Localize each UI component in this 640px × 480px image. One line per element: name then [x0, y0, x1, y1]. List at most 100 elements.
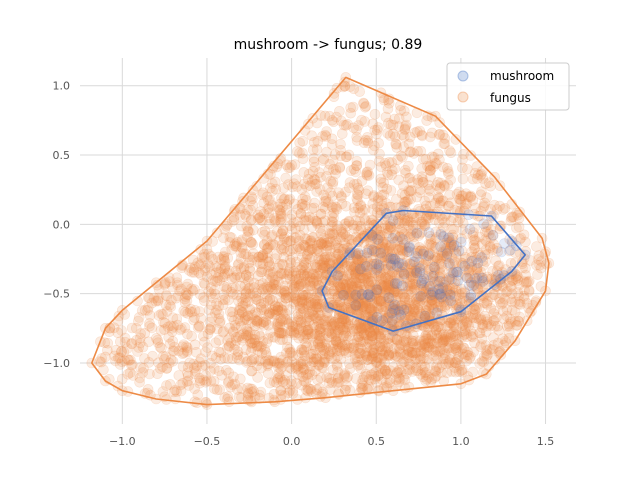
data-point [405, 216, 416, 228]
fungus-points [86, 72, 555, 410]
data-point [383, 298, 395, 309]
data-point [337, 270, 349, 282]
data-point [376, 363, 388, 375]
data-point [390, 138, 402, 150]
data-point [237, 243, 248, 254]
data-point [421, 333, 432, 345]
data-point [391, 368, 402, 379]
data-point [337, 287, 349, 299]
data-point [442, 342, 454, 354]
data-point [267, 272, 278, 283]
data-point [279, 286, 291, 297]
data-point [178, 347, 190, 359]
data-point [418, 286, 430, 298]
data-point [286, 209, 298, 220]
data-point [277, 308, 289, 319]
data-point [383, 312, 395, 324]
data-point [433, 217, 445, 228]
data-point [348, 343, 359, 355]
data-point [355, 363, 367, 375]
data-point [319, 353, 331, 364]
data-point [315, 318, 327, 330]
data-point [334, 266, 346, 278]
data-point [375, 295, 387, 307]
data-point [102, 337, 114, 349]
data-point [313, 268, 324, 279]
data-point [288, 298, 300, 310]
data-point [298, 375, 310, 387]
data-point [303, 267, 314, 279]
data-point [332, 373, 344, 385]
data-point [298, 280, 309, 292]
data-point [298, 257, 310, 268]
data-point [448, 240, 460, 251]
data-point [290, 232, 302, 243]
data-point [469, 243, 480, 254]
data-point [338, 313, 350, 325]
data-point [341, 220, 353, 232]
data-point [218, 325, 229, 337]
data-point [468, 346, 479, 358]
data-point [383, 288, 394, 300]
data-point [401, 330, 413, 342]
data-point [439, 347, 450, 359]
data-point [301, 356, 313, 367]
data-point [214, 275, 226, 286]
data-point [274, 324, 285, 336]
data-point [380, 296, 391, 308]
data-point [370, 229, 382, 240]
data-point [369, 341, 380, 353]
data-point [338, 313, 349, 325]
data-point [448, 314, 460, 326]
data-point [362, 244, 374, 256]
data-point [240, 295, 252, 307]
data-point [462, 317, 473, 329]
data-point [389, 285, 400, 297]
data-point [265, 239, 276, 251]
data-point [290, 294, 302, 305]
data-point [378, 350, 390, 362]
data-point [351, 220, 363, 232]
data-point [315, 208, 327, 220]
data-point [303, 299, 314, 311]
data-point [418, 177, 429, 188]
data-point [160, 299, 172, 311]
data-point [332, 281, 344, 293]
data-point [449, 266, 460, 278]
data-point [161, 290, 173, 302]
data-point [392, 235, 403, 246]
data-point [240, 269, 252, 281]
data-point [403, 242, 414, 253]
data-point [441, 299, 452, 311]
data-point [217, 271, 228, 283]
data-point [433, 192, 445, 204]
data-point [422, 342, 434, 354]
data-point [227, 282, 238, 294]
data-point [449, 340, 461, 351]
data-point [376, 374, 388, 386]
data-point [351, 300, 362, 312]
data-point [245, 204, 257, 216]
data-point [253, 355, 265, 367]
data-point [160, 289, 172, 301]
x-tick-label: 0.0 [283, 435, 301, 448]
data-point [312, 374, 324, 386]
data-point [371, 377, 382, 388]
data-point [272, 158, 284, 169]
y-tick-label: 0.5 [53, 149, 71, 162]
data-point [445, 332, 456, 343]
data-point [332, 263, 344, 274]
data-point [298, 295, 310, 306]
data-point [302, 372, 314, 384]
data-point [314, 356, 326, 368]
data-point [257, 215, 268, 226]
data-point [354, 234, 366, 245]
data-point [340, 200, 352, 212]
data-point [467, 366, 479, 378]
data-point [312, 336, 324, 347]
data-point [378, 94, 390, 106]
data-point [394, 338, 406, 350]
data-point [300, 211, 312, 223]
data-point [302, 242, 314, 253]
data-point [318, 357, 330, 368]
